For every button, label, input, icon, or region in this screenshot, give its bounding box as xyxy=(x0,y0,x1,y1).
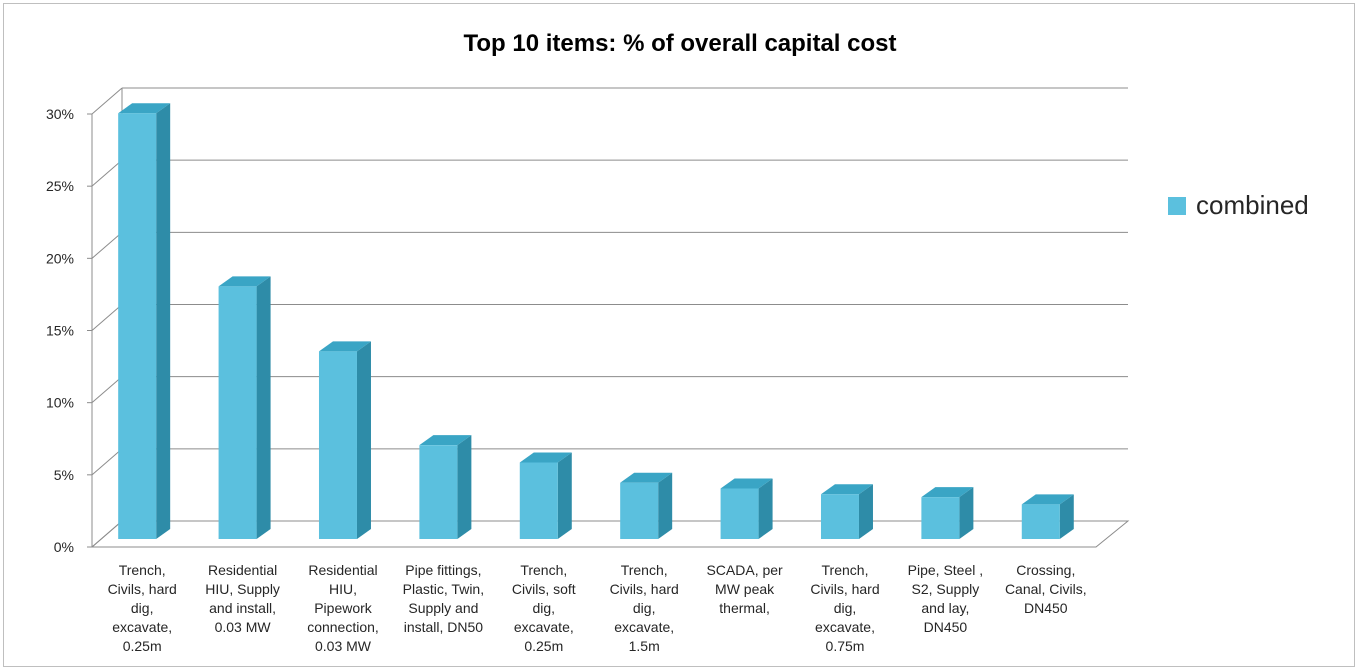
bar-top xyxy=(318,341,371,352)
bar xyxy=(318,351,357,539)
y-tick-label: 20% xyxy=(46,250,74,266)
legend: combined xyxy=(1168,190,1309,221)
gridline-side xyxy=(91,376,123,404)
x-tick-label: Residential HIU, Supply and install, 0.03 M… xyxy=(205,562,280,635)
bar-top xyxy=(820,484,873,495)
bar xyxy=(218,286,257,539)
x-tick-label: Crossing, Canal, Civils, DN450 xyxy=(1004,562,1087,616)
bar xyxy=(921,497,960,539)
gridline-side xyxy=(91,159,123,187)
bar-side xyxy=(658,472,673,539)
x-tick-label: Trench, Civils, soft dig, excavate, 0.25m xyxy=(511,562,576,654)
x-tick-label: Pipe, Steel , S2, Supply and lay, DN450 xyxy=(907,562,984,635)
bar-top xyxy=(620,472,673,483)
bar-side xyxy=(156,103,171,539)
y-tick-label: 10% xyxy=(46,395,74,411)
bar-side xyxy=(557,452,572,539)
x-tick-label: Trench, Civils, hard dig, excavate, 0.25m xyxy=(107,562,177,654)
bar xyxy=(620,482,659,539)
bar-side xyxy=(1059,494,1074,539)
bar xyxy=(118,113,157,539)
legend-swatch xyxy=(1168,196,1186,215)
chart-title: Top 10 items: % of overall capital cost xyxy=(463,30,897,57)
bar xyxy=(419,445,458,539)
bar-top xyxy=(921,487,974,498)
bar-side xyxy=(959,487,974,539)
bar-top xyxy=(720,478,773,489)
gridline-side xyxy=(91,87,123,115)
floor xyxy=(90,520,1130,548)
bar xyxy=(720,488,759,539)
y-tick-label: 30% xyxy=(46,106,74,122)
x-tick-label: Trench, Civils, hard dig, excavate, 1.5m xyxy=(609,562,679,654)
x-tick-label: SCADA, per MW peak thermal, xyxy=(706,562,783,616)
bar xyxy=(1021,504,1060,539)
y-tick-label: 0% xyxy=(54,539,74,555)
x-tick-label: Residential HIU, Pipework connection, 0.03 M… xyxy=(307,562,379,654)
y-tick-label: 5% xyxy=(54,467,74,483)
gridline-side xyxy=(91,231,123,259)
gridline-side xyxy=(91,448,123,476)
bar xyxy=(820,494,859,539)
bar-top xyxy=(1021,494,1074,505)
bar-top xyxy=(419,435,472,446)
bar-side xyxy=(356,341,371,539)
x-tick-label: Trench, Civils, hard dig, excavate, 0.75m xyxy=(810,562,880,654)
bar-top xyxy=(218,276,271,287)
x-tick-label: Pipe fittings, Plastic, Twin, Supply and in… xyxy=(402,562,485,635)
bar xyxy=(519,462,558,539)
bar-side xyxy=(457,435,472,539)
bar-side xyxy=(858,484,873,539)
bar-top xyxy=(118,103,171,114)
gridline-side xyxy=(91,304,123,331)
y-tick-label: 25% xyxy=(46,178,74,194)
legend-label: combined xyxy=(1196,190,1309,220)
bar-top xyxy=(519,452,572,463)
bar-side xyxy=(256,276,271,539)
bar-side xyxy=(758,478,773,539)
y-tick-label: 15% xyxy=(46,323,74,339)
